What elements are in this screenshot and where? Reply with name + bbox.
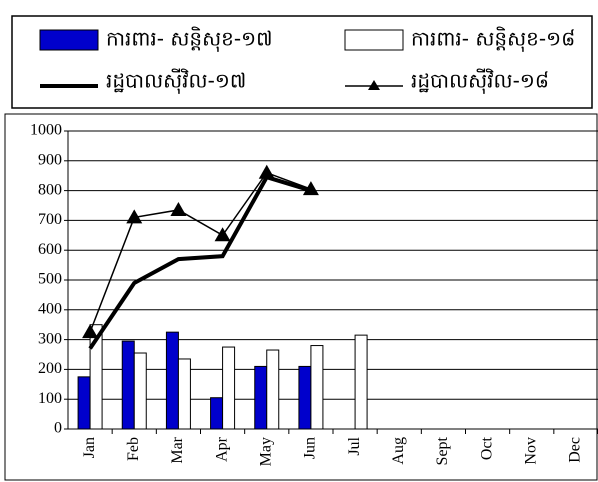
legend-swatch [344,29,404,51]
x-tick-label: Feb [125,437,142,461]
bar [121,340,135,430]
y-tick-label: 400 [38,300,62,317]
line [89,171,312,333]
y-tick-label: 600 [38,241,62,258]
marker [170,201,187,216]
bar [310,345,324,430]
y-tick-label: 300 [38,330,62,347]
line [88,174,312,350]
chart-frame [4,113,598,481]
y-tick-label: 200 [38,360,62,377]
x-tick-label: Apr [213,436,230,462]
marker [214,227,231,242]
y-tick-label: 1000 [30,122,62,139]
bar [354,334,368,430]
x-tick-label: May [257,437,274,466]
y-tick-label: 700 [38,211,62,228]
bar [266,349,280,430]
legend-label: ការពារ- សន្តិសុខ-១៨ [411,26,575,53]
marker [126,209,143,224]
y-tick-label: 500 [38,271,62,288]
bar [133,352,147,430]
bar [177,358,191,430]
x-tick-label: Oct [478,436,495,460]
marker [258,164,275,179]
x-tick-label: Mar [169,436,186,463]
x-tick-label: Jan [81,437,98,458]
bar [222,346,236,430]
legend-box [11,15,593,109]
legend-label: រដ្ឋបាលស៊ីវិល-១៨ [411,68,549,95]
bar [165,331,179,430]
x-tick-label: Jul [346,436,363,455]
legend-label: ការពារ- សន្តិសុខ-១៧ [106,26,273,53]
bar [89,324,103,430]
y-tick-label: 0 [54,420,62,437]
y-tick-label: 100 [38,390,62,407]
legend-swatch [39,29,99,51]
bar [298,365,312,430]
marker [82,324,99,339]
legend-marker [368,80,380,90]
x-tick-label: Aug [390,437,407,465]
x-tick-label: Dec [567,437,584,463]
y-tick-label: 900 [38,151,62,168]
x-tick-label: Jun [302,437,319,459]
x-tick-label: Nov [522,437,539,465]
legend-label: រដ្ឋបាលស៊ីវិល-១៧ [106,68,246,95]
x-tick-label: Sept [434,436,451,465]
y-tick-label: 800 [38,181,62,198]
bar [77,376,91,430]
bar [210,397,224,430]
marker [302,181,319,196]
bar [254,365,268,430]
